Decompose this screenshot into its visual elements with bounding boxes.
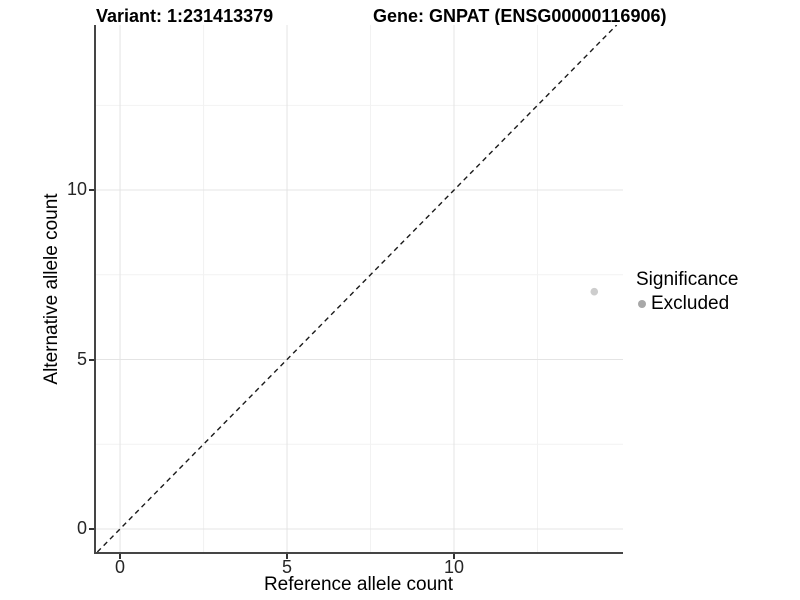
x-tick-mark <box>286 554 289 559</box>
y-tick-label: 10 <box>66 179 87 200</box>
y-tick-label: 5 <box>76 348 87 369</box>
x-tick-mark <box>453 554 455 559</box>
gene-title: Gene: GNPAT (ENSG00000116906) <box>373 6 667 26</box>
legend-title: Significance <box>636 269 739 290</box>
x-tick-mark <box>119 554 122 559</box>
identity-dashed-line <box>96 25 618 552</box>
excluded-point-icon <box>638 300 646 308</box>
legend: Significance Excluded <box>636 269 738 315</box>
legend-item-label: Excluded <box>651 293 730 314</box>
y-tick-mark <box>89 527 94 530</box>
y-tick-mark <box>89 189 94 192</box>
y-tick-label: 0 <box>76 517 87 538</box>
x-tick-label: 0 <box>115 557 126 577</box>
x-tick-label: 5 <box>282 557 293 577</box>
y-tick-mark <box>89 358 94 361</box>
scatter-plot <box>96 25 623 552</box>
variant-title: Variant: 1:231413379 <box>96 6 274 26</box>
x-tick-label: 10 <box>443 557 465 577</box>
plot-panel <box>94 25 623 554</box>
x-axis-title: Reference allele count <box>263 574 454 595</box>
legend-item-excluded: Excluded <box>636 293 738 315</box>
data-point-excluded <box>590 287 599 296</box>
